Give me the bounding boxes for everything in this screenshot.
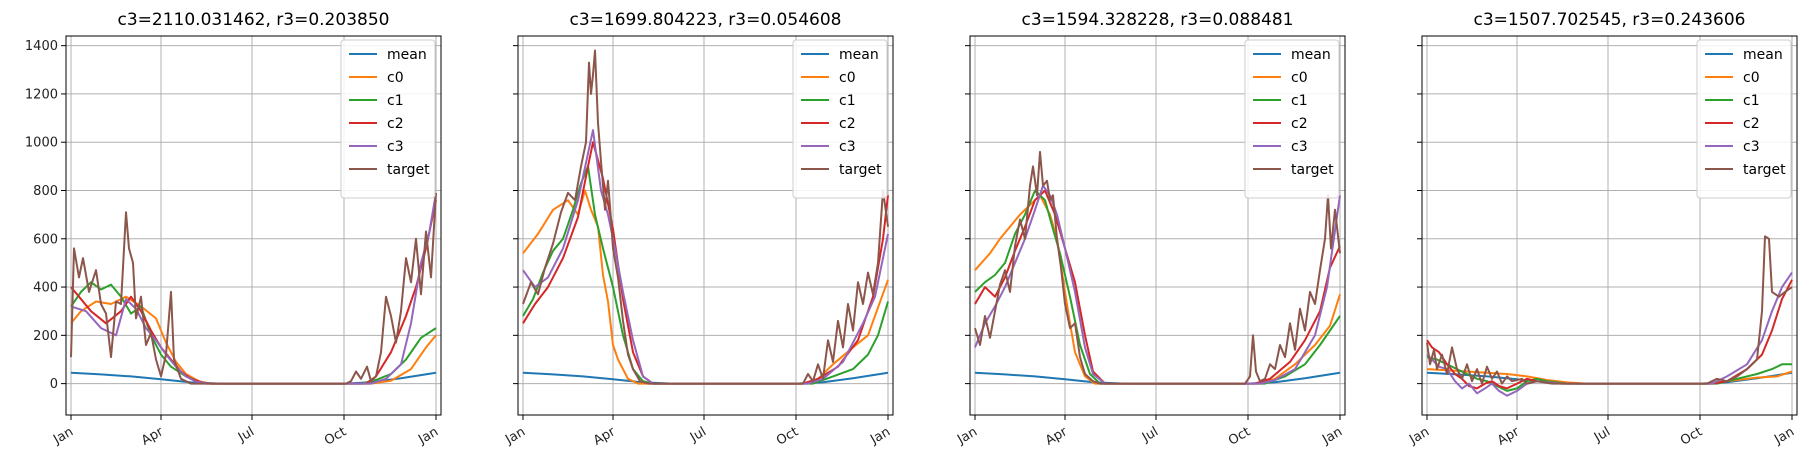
legend-label-c3: c3 — [387, 139, 404, 155]
x-tick-label: Jan — [1771, 424, 1797, 448]
legend-label-c3: c3 — [1291, 139, 1308, 155]
legend-label-c0: c0 — [1743, 70, 1760, 86]
series-group — [71, 193, 436, 384]
chart-title: c3=1507.702545, r3=0.243606 — [1474, 10, 1746, 30]
subplot-1: 0 200 400 600 800 1000 1200 1400 Jan Apr Jul Oct Jan… — [25, 10, 441, 449]
series-line-target — [1427, 236, 1792, 383]
x-tick-label: Apr — [591, 424, 619, 449]
legend-label-mean: mean — [387, 47, 427, 63]
legend-label-c0: c0 — [1291, 70, 1308, 86]
x-tick-label: Jan — [1406, 424, 1432, 448]
legend: mean c0 c1 c2 c3 target — [793, 40, 887, 198]
y-tick-label: 600 — [33, 232, 58, 247]
x-tick-label: Jan — [415, 424, 441, 448]
subplot-2: Jan Apr Jul Oct Jan c3=1699.804223, r3=0.0546… — [502, 10, 893, 449]
chart-title: c3=1594.328228, r3=0.088481 — [1022, 10, 1294, 30]
legend-label-target: target — [839, 162, 882, 178]
legend-label-c1: c1 — [1291, 93, 1308, 109]
legend-label-c1: c1 — [839, 93, 856, 109]
y-tick-label: 1000 — [25, 136, 58, 151]
y-tick-label: 800 — [33, 184, 58, 199]
legend: mean c0 c1 c2 c3 target — [1245, 40, 1339, 198]
legend-label-target: target — [387, 162, 430, 178]
series-group — [1427, 236, 1792, 395]
y-tick-label: 1400 — [25, 39, 58, 54]
x-tick-label: Jan — [1319, 424, 1345, 448]
legend-label-c0: c0 — [839, 70, 856, 86]
legend-label-c2: c2 — [1743, 116, 1760, 132]
chart-title: c3=1699.804223, r3=0.054608 — [570, 10, 842, 30]
y-tick-label: 0 — [50, 377, 58, 392]
x-tick-label: Oct — [774, 424, 801, 448]
x-tick-label: Jul — [235, 424, 257, 445]
legend: mean c0 c1 c2 c3 target — [1697, 40, 1791, 198]
legend-label-c1: c1 — [387, 93, 404, 109]
x-tick-label: Apr — [139, 424, 167, 449]
series-line-target — [71, 193, 436, 384]
legend-label-target: target — [1291, 162, 1334, 178]
legend-label-c2: c2 — [1291, 116, 1308, 132]
y-tick-label: 400 — [33, 281, 58, 296]
legend-label-target: target — [1743, 162, 1786, 178]
legend-label-c3: c3 — [1743, 139, 1760, 155]
legend: mean c0 c1 c2 c3 target — [341, 40, 435, 198]
subplot-3: Jan Apr Jul Oct Jan c3=1594.328228, r3=0.0884… — [954, 10, 1345, 449]
series-line-mean — [523, 373, 888, 384]
subplot-4: Jan Apr Jul Oct Jan c3=1507.702545, r3=0.2436… — [1406, 10, 1797, 449]
legend-label-c2: c2 — [387, 116, 404, 132]
x-tick-label: Jan — [954, 424, 980, 448]
x-tick-label: Oct — [1226, 424, 1253, 448]
y-tick-label: 1200 — [25, 87, 58, 102]
x-tick-label: Oct — [322, 424, 349, 448]
legend-label-c1: c1 — [1743, 93, 1760, 109]
legend-label-c3: c3 — [839, 139, 856, 155]
x-tick-label: Oct — [1678, 424, 1705, 448]
legend-label-mean: mean — [1743, 47, 1783, 63]
legend-label-c2: c2 — [839, 116, 856, 132]
x-tick-label: Apr — [1495, 424, 1523, 449]
x-tick-label: Jan — [502, 424, 528, 448]
legend-label-mean: mean — [1291, 47, 1331, 63]
x-tick-label: Jul — [687, 424, 709, 445]
legend-label-mean: mean — [839, 47, 879, 63]
x-tick-label: Jan — [867, 424, 893, 448]
x-tick-label: Apr — [1043, 424, 1071, 449]
chart-title: c3=2110.031462, r3=0.203850 — [118, 10, 390, 30]
x-tick-label: Jul — [1591, 424, 1613, 445]
legend-label-c0: c0 — [387, 70, 404, 86]
x-tick-label: Jan — [50, 424, 76, 448]
x-tick-label: Jul — [1139, 424, 1161, 445]
y-tick-label: 200 — [33, 329, 58, 344]
